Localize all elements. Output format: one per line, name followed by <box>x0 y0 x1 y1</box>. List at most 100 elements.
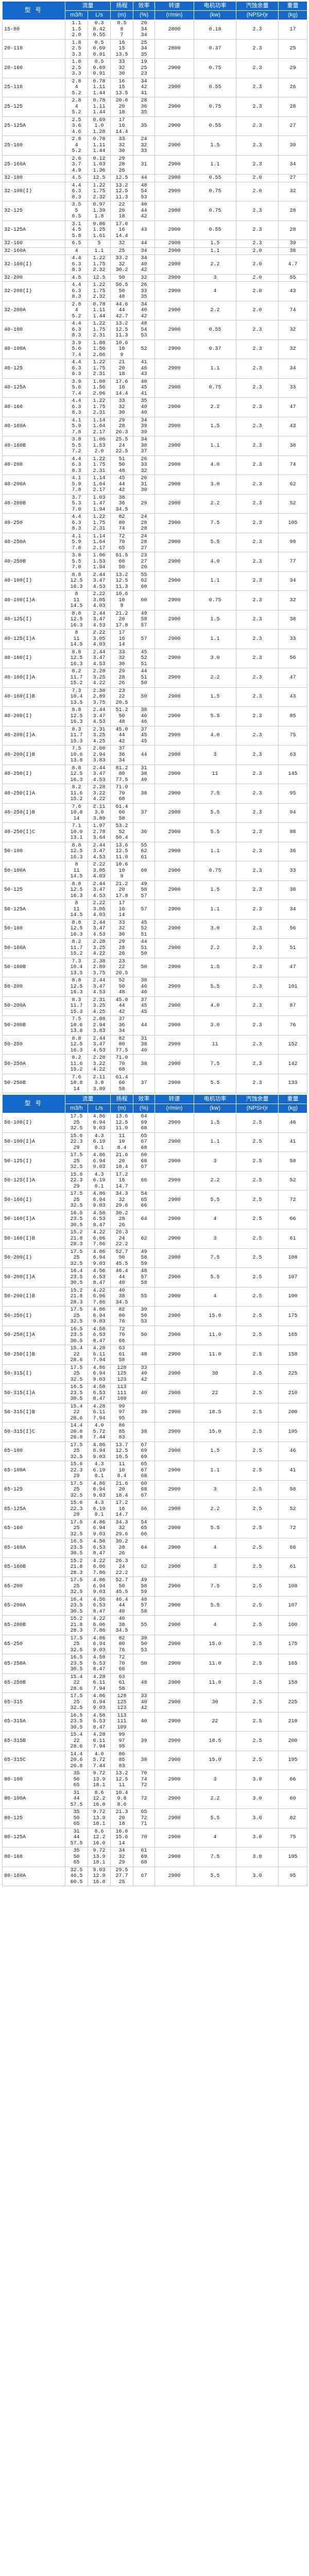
cell-power: 0.55 <box>194 174 236 182</box>
cell-weight: 87 <box>278 996 307 1016</box>
cell-flow-ls: 2.44 3.47 4.53 <box>88 706 111 726</box>
cell-flow-m3h: 15.2 21.8 28.3 <box>65 1615 88 1635</box>
cell-flow-ls: 12.5 <box>88 174 111 182</box>
cell-power: 1.5 <box>194 416 236 436</box>
cell-power: 4 <box>194 1615 236 1635</box>
cell-flow-m3h: 3.8 5.5 7.0 <box>65 552 88 572</box>
cell-npsh: 2.3 <box>236 339 279 359</box>
table-row: 65-315A 16.5 23.5 30.5 4.58 6.53 8.47 113 1… <box>2 1711 307 1732</box>
cell-weight: 58 <box>278 1480 307 1500</box>
table-row: 32-200(I) 4.4 6.3 8.3 1.22 1.75 2.32 50.5 5… <box>2 281 307 301</box>
cell-speed: 2900 <box>154 957 194 977</box>
cell-speed: 2900 <box>154 274 194 282</box>
cell-flow-ls: 1.08 1.56 2.06 <box>88 339 111 359</box>
cell-flow-ls: 2.44 3.47 4.53 <box>88 571 111 591</box>
cell-speed: 2900 <box>154 1190 194 1210</box>
table-row: 32-160A 4 1.1 25 34 2900 1.1 2.0 38 <box>2 247 307 255</box>
cell-weight: 74 <box>278 455 307 475</box>
table-row: 40-200B 3.7 5.3 7.0 1.03 1.47 1.94 38 36 34… <box>2 494 307 514</box>
cell-model: 40-125(I) <box>2 609 65 630</box>
cell-head: 33.2 32 30.2 <box>110 255 133 275</box>
table-row: 65-160A 16.5 23.5 30.5 4.58 6.53 8.47 30.2 … <box>2 1538 307 1558</box>
cell-efficiency: 31 38 40 <box>133 1035 155 1055</box>
cell-speed: 2900 <box>154 648 194 668</box>
cell-flow-ls: 4.86 6.94 9.03 <box>88 1634 111 1654</box>
cell-npsh: 2.0 <box>236 274 279 282</box>
cell-efficiency: 67 <box>133 1866 155 1886</box>
cell-flow-m3h: 1.1 1.5 2.0 <box>65 20 88 40</box>
cell-efficiency: 55 62 61 <box>133 841 155 861</box>
cell-speed: 2900 <box>154 300 194 320</box>
cell-weight: 32 <box>278 339 307 359</box>
cell-npsh: 2.3 <box>236 378 279 398</box>
cell-head: 16.6 15.6 14 <box>110 1827 133 1848</box>
cell-flow-ls: 2.28 3.25 4.22 <box>88 938 111 958</box>
cell-power: 1.5 <box>194 609 236 630</box>
cell-flow-m3h: 3.9 5.6 7.4 <box>65 378 88 398</box>
cell-flow-ls: 4.56 6.53 8.47 <box>88 1596 111 1616</box>
cell-model: 50-125(I) <box>2 1151 65 1172</box>
cell-flow-m3h: 8.8 12.5 16.3 <box>65 609 88 630</box>
cell-model: 50-125(I)A <box>2 1171 65 1191</box>
table-row: 40-200(I)A 8.3 11.7 15.3 2.31 3.25 4.25 45.… <box>2 725 307 745</box>
cell-power: 0.55 <box>194 77 236 97</box>
cell-flow-ls: 1.22 1.75 2.31 <box>88 320 111 340</box>
cell-head: 51.2 50 48 <box>110 706 133 726</box>
cell-power: 1.5 <box>194 1441 236 1461</box>
header-speed-label: 转速 <box>154 1094 194 1104</box>
cell-speed: 2900 <box>154 1035 194 1055</box>
table-2-body: 50-100(I) 17.5 25 32.5 4.86 6.94 9.03 13.6 … <box>2 1113 307 1886</box>
cell-efficiency: 48 57 58 <box>133 1596 155 1616</box>
cell-npsh: 2.3 <box>236 841 279 861</box>
cell-power: 1.5 <box>194 240 236 248</box>
cell-speed: 2900 <box>154 1808 194 1828</box>
cell-power: 3 <box>194 1229 236 1249</box>
cell-speed: 2900 <box>154 436 194 456</box>
cell-model: 65-200A <box>2 1596 65 1616</box>
cell-model: 40-100 <box>2 320 65 340</box>
cell-efficiency: 38 <box>133 1422 155 1442</box>
cell-weight: 34 <box>278 571 307 591</box>
table-row: 65-250A 16.5 23.5 30.5 4.58 6.53 8.47 72 70… <box>2 1654 307 1674</box>
cell-speed: 2900 <box>154 1557 194 1577</box>
table-row: 40-125 4.4 6.3 8.3 1.22 1.75 2.31 21 20 18 4… <box>2 359 307 379</box>
cell-flow-m3h: 8 11 14.5 <box>65 590 88 611</box>
cell-efficiency: 64 <box>133 1538 155 1558</box>
cell-weight: 142 <box>278 1054 307 1074</box>
cell-head: 72 70 66 <box>110 1654 133 1674</box>
cell-efficiency: 43 <box>133 220 155 240</box>
cell-speed: 2900 <box>154 822 194 842</box>
cell-efficiency: 29 <box>133 494 155 514</box>
cell-power: 7.5 <box>194 784 236 804</box>
cell-weight: 210 <box>278 1711 307 1732</box>
cell-speed: 2900 <box>154 359 194 379</box>
cell-head: 17.2 16 14.7 <box>110 1499 133 1519</box>
cell-flow-ls: 2.22 3.05 4.03 <box>88 900 111 920</box>
cell-head: 50 <box>110 274 133 282</box>
cell-speed: 2900 <box>154 1248 194 1268</box>
cell-flow-m3h: 4.1 5.9 7.8 <box>65 416 88 436</box>
cell-flow-m3h: 4.1 5.9 7.8 <box>65 474 88 495</box>
table-row: 50-160A 8.2 11.7 15.2 2.28 3.25 4.22 29 28 … <box>2 938 307 958</box>
table-row: 25-110 2.8 4 5.2 0.78 1.11 1.44 16 15 13.5 3… <box>2 77 307 97</box>
cell-flow-m3h: 16.5 23.5 30.5 <box>65 1325 88 1345</box>
cell-flow-ls: 5 <box>88 240 111 248</box>
cell-flow-m3h: 1.8 2.5 3.3 <box>65 39 88 59</box>
cell-efficiency: 41 46 43 <box>133 359 155 379</box>
cell-npsh: 2.5 <box>236 1286 279 1307</box>
cell-model: 65-100 <box>2 1441 65 1461</box>
cell-npsh: 2.5 <box>236 1171 279 1191</box>
cell-flow-ls: 1.14 1.64 2.17 <box>88 416 111 436</box>
cell-flow-ls: 2.44 3.47 4.53 <box>88 609 111 630</box>
table-row: 50-100 8.8 12.5 16.3 2.44 3.47 4.53 13.6 12… <box>2 841 307 861</box>
cell-weight: 152 <box>278 1035 307 1055</box>
cell-flow-m3h: 8.8 12.5 16.3 <box>65 841 88 861</box>
cell-head: 128 125 123 <box>110 1692 133 1713</box>
cell-power: 2.2 <box>194 1171 236 1191</box>
cell-weight: 61 <box>278 1229 307 1249</box>
table-row: 50-250B 7.6 10.8 14 2.11 3.0 3.89 61.4 60 5… <box>2 1073 307 1093</box>
table-row: 32-200 4.5 12.5 50 32 2900 3 2.0 55 <box>2 274 307 282</box>
cell-power: 3 <box>194 1557 236 1577</box>
cell-flow-ls: 4.28 6.11 7.94 <box>88 1402 111 1422</box>
cell-weight: 62 <box>278 474 307 495</box>
